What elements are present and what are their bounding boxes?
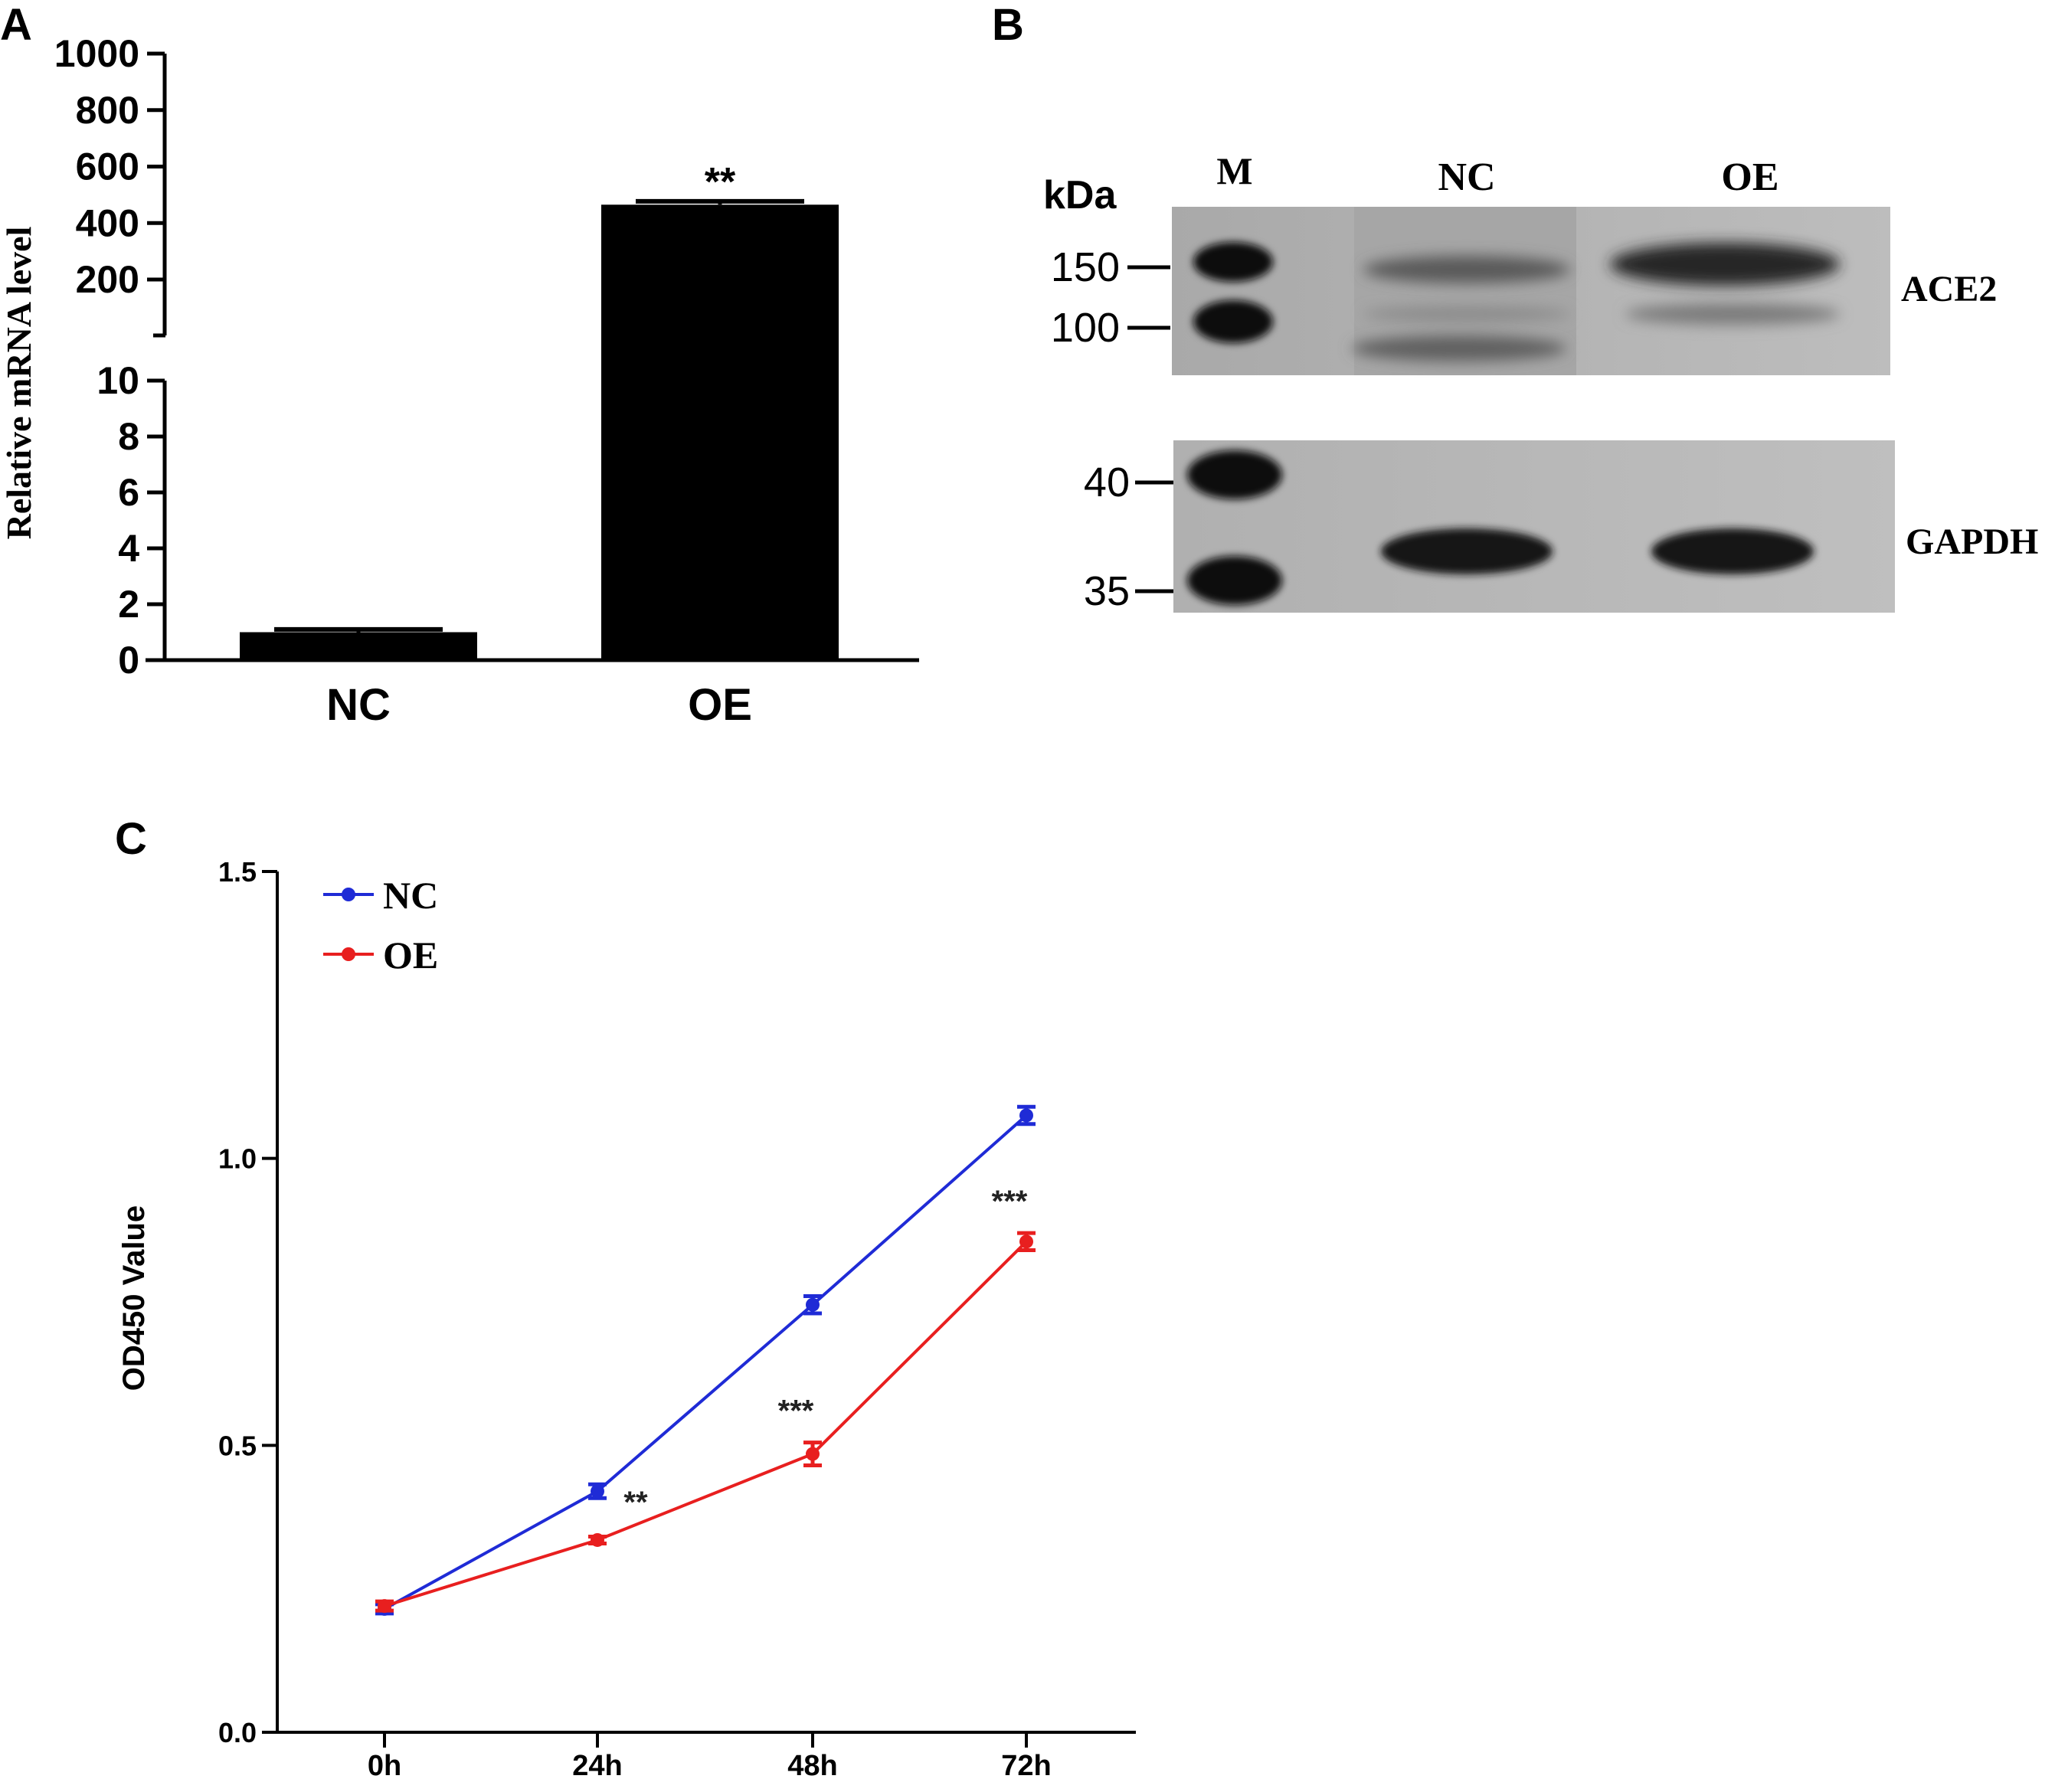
legend-label-nc: NC [383, 874, 438, 917]
blot-lane-label-m: M [1216, 149, 1252, 192]
panel-c-series [375, 1104, 1036, 1616]
blot-marker-35: 35 [1084, 568, 1130, 614]
panel-c-x-tick-label: 48h [787, 1750, 837, 1782]
panel-letter-b: B [992, 0, 1024, 50]
panel-letter-c: C [115, 814, 147, 864]
panel-a-y-tick-label: 8 [118, 415, 139, 458]
panel-a-bar-oe [601, 204, 839, 660]
blot-upper-membrane [1172, 207, 1890, 375]
panel-a-y-tick-label: 400 [76, 201, 139, 244]
panel-a-y-tick-label: 1000 [54, 32, 139, 75]
panel-a-ticks: 0 2 4 6 8 10 200 400 600 800 1000 [54, 32, 165, 682]
panel-a-y-tick-label: 200 [76, 258, 139, 301]
blot-protein-gapdh: GAPDH [1906, 522, 2038, 562]
panel-c-x-tick-label: 24h [572, 1750, 622, 1782]
panel-c-y-tick-label: 1.5 [218, 856, 257, 888]
series-point-oe [806, 1447, 820, 1461]
legend-swatch-marker [342, 888, 355, 901]
panel-c-legend: NC OE [323, 874, 438, 976]
blot-protein-ace2: ACE2 [1901, 269, 1997, 309]
panel-a-y-tick-label: 4 [118, 527, 139, 570]
panel-c-y-tick-label: 0.0 [218, 1717, 257, 1748]
panel-a-bar-nc [240, 632, 477, 660]
panel-c-ticks: 0.0 0.5 1.0 1.5 0h 24h 48h 72h [218, 856, 1052, 1782]
panel-a-y-tick-label: 10 [97, 359, 139, 402]
blot-marker-150: 150 [1051, 244, 1120, 290]
panel-c-significance: ** [623, 1486, 648, 1519]
series-point-nc [591, 1484, 604, 1499]
panel-a-y-axis-label: Relative mRNA level [0, 227, 38, 540]
series-line-oe [384, 1240, 1028, 1608]
blot-lane-label-oe: OE [1721, 155, 1778, 199]
panel-a-bars [240, 198, 839, 660]
legend-label-oe: OE [383, 934, 438, 976]
panel-c-x-tick-label: 0h [368, 1750, 401, 1782]
panel-a-bar-chart: 0 2 4 6 8 10 200 400 600 800 1000 NC OE ** Relative … [0, 32, 919, 730]
panel-a-x-tick-label: NC [326, 680, 391, 730]
panel-c-y-axis-label: OD450 Value [117, 1205, 151, 1391]
panel-a-y-tick-label: 0 [118, 639, 139, 682]
panel-c-significance: *** [992, 1185, 1028, 1218]
panel-c-annotations: ******** [623, 1185, 1027, 1519]
panel-a-y-tick-label: 2 [118, 583, 139, 626]
panel-c-axes [276, 871, 1136, 1734]
series-point-nc [806, 1297, 820, 1312]
panel-a-labels: NC OE ** [326, 160, 752, 730]
panel-letter-a: A [0, 0, 32, 50]
blot-lane-label-nc: NC [1438, 155, 1495, 199]
series-point-nc [1019, 1108, 1033, 1123]
series-point-oe [378, 1599, 391, 1614]
panel-a-y-tick-label: 6 [118, 471, 139, 514]
series-point-oe [591, 1532, 604, 1547]
blot-marker-40: 40 [1084, 459, 1130, 505]
panel-c-significance: *** [778, 1395, 814, 1428]
panel-c-y-tick-label: 0.5 [218, 1430, 257, 1461]
panel-b-western-blot: kDa M NC OE 150 100 ACE2 40 [1043, 149, 2038, 614]
panel-a-significance: ** [705, 160, 736, 204]
panel-a-x-tick-label: OE [688, 680, 752, 730]
panel-a-y-tick-label: 600 [76, 146, 139, 188]
blot-unit-label: kDa [1043, 173, 1117, 217]
legend-swatch-marker [342, 947, 355, 961]
panel-c-x-tick-label: 72h [1001, 1750, 1051, 1782]
series-line-nc [384, 1113, 1028, 1611]
panel-c-y-tick-label: 1.0 [218, 1143, 257, 1175]
blot-marker-100: 100 [1051, 305, 1120, 351]
series-point-oe [1019, 1234, 1033, 1249]
panel-a-y-tick-label: 800 [76, 89, 139, 132]
blot-lower-membrane [1173, 440, 1895, 613]
